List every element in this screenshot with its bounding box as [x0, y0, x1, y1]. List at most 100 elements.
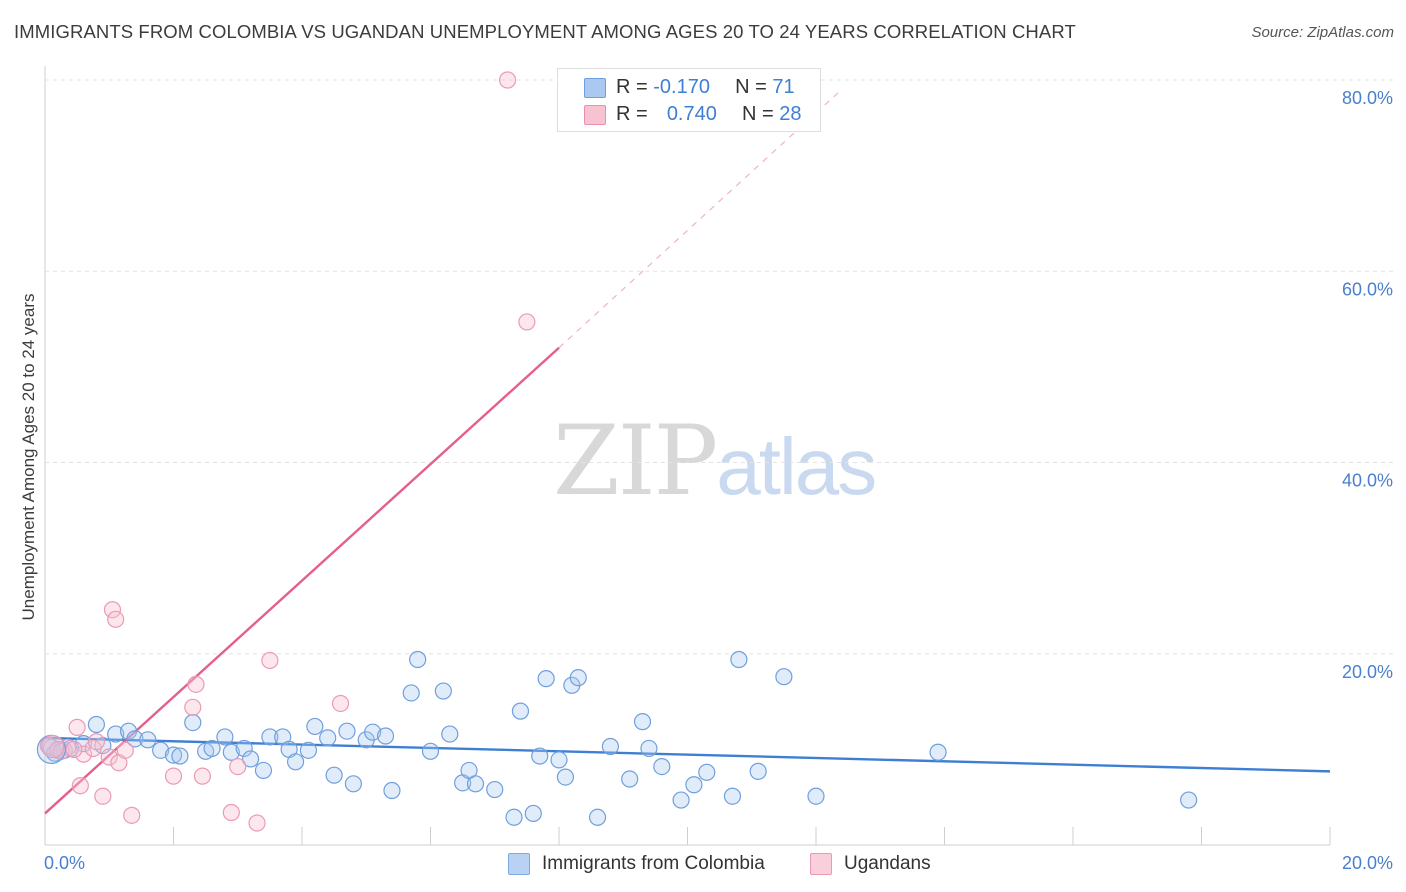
point-colombia	[222, 743, 240, 761]
bottom-legend-label-colombia: Immigrants from Colombia	[542, 853, 765, 874]
point-colombia	[633, 713, 652, 731]
point-ugandans	[187, 675, 205, 693]
point-ugandans	[74, 745, 93, 763]
x-tick-label: 20.0%	[1342, 853, 1393, 873]
point-colombia	[409, 650, 427, 669]
point-ugandans	[100, 748, 118, 766]
point-colombia	[421, 742, 440, 760]
bottom-legend-label-ugandans: Ugandans	[844, 853, 931, 874]
legend-r-value-ugandans: 0.740	[666, 102, 717, 125]
watermark: ZIPatlas	[553, 405, 877, 517]
tick-labels: 20.0% 40.0% 60.0% 80.0% 0.0% 20.0%	[44, 88, 1393, 873]
point-colombia	[640, 739, 658, 758]
point-colombia	[486, 780, 504, 799]
point-ugandans	[164, 767, 183, 785]
point-colombia	[325, 766, 343, 784]
point-ugandans	[123, 806, 141, 824]
source-credit: Source: ZipAtlas.com	[1251, 24, 1394, 41]
legend-n-value-ugandans: 28	[779, 102, 802, 125]
point-colombia	[286, 753, 305, 771]
point-colombia	[730, 650, 748, 669]
point-ugandans	[229, 757, 247, 776]
point-ugandans	[184, 698, 202, 716]
point-colombia	[550, 751, 568, 769]
point-colombia	[672, 791, 690, 809]
point-colombia	[306, 717, 324, 736]
bottom-legend-swatch-ugandans	[810, 853, 832, 875]
bottom-legend-swatch-colombia	[508, 853, 530, 875]
legend-n-label: N =	[735, 75, 767, 98]
point-colombia	[807, 787, 825, 805]
axes	[44, 66, 1331, 846]
point-colombia	[164, 746, 183, 764]
point-colombia	[171, 747, 189, 765]
data-points	[36, 71, 1198, 832]
chart-title: IMMIGRANTS FROM COLOMBIA VS UGANDAN UNEM…	[14, 21, 1076, 42]
point-colombia	[203, 739, 221, 758]
point-colombia	[434, 682, 452, 700]
point-colombia	[87, 715, 106, 734]
bottom-legend-colombia: Immigrants from Colombia	[508, 852, 765, 876]
point-ugandans	[261, 651, 279, 670]
trend-line-ugandans-extension	[558, 89, 843, 349]
point-colombia	[524, 804, 542, 823]
point-colombia	[723, 787, 742, 805]
legend-r-label: R =	[616, 75, 648, 98]
point-colombia	[556, 768, 575, 786]
point-ugandans	[71, 777, 89, 795]
point-colombia	[242, 750, 260, 768]
legend-r-label: R =	[616, 102, 648, 125]
y-tick-label: 80.0%	[1342, 88, 1393, 108]
point-ugandans	[87, 733, 106, 751]
y-tick-label: 60.0%	[1342, 279, 1393, 299]
legend-n-value-colombia: 71	[772, 75, 795, 98]
bottom-legend-ugandans: Ugandans	[810, 852, 931, 876]
trend-line-colombia	[44, 736, 1331, 773]
point-colombia	[261, 728, 279, 746]
point-colombia	[588, 808, 607, 826]
point-colombia	[338, 722, 356, 740]
point-ugandans	[331, 694, 350, 713]
gridlines	[45, 79, 1394, 655]
point-ugandans	[499, 71, 517, 89]
point-colombia	[319, 729, 337, 747]
point-colombia	[441, 725, 459, 743]
point-ugandans	[65, 740, 83, 758]
legend-swatch-ugandans	[584, 105, 606, 125]
point-colombia	[698, 763, 716, 781]
point-colombia	[775, 668, 793, 686]
point-colombia	[235, 739, 253, 758]
point-colombia	[466, 775, 485, 793]
y-tick-label: 40.0%	[1342, 471, 1393, 491]
trend-lines	[44, 89, 1331, 815]
point-colombia	[685, 776, 703, 794]
watermark-zip: ZIP	[553, 405, 718, 517]
point-colombia	[1180, 791, 1198, 809]
point-colombia	[929, 743, 947, 761]
point-ugandans	[103, 601, 122, 619]
point-colombia	[511, 702, 530, 720]
x-tick-label: 0.0%	[44, 853, 85, 873]
y-tick-label: 20.0%	[1342, 662, 1393, 682]
legend-r-value-colombia: -0.170	[653, 75, 710, 98]
point-colombia	[376, 727, 395, 745]
point-colombia	[531, 747, 549, 765]
point-ugandans	[222, 803, 240, 822]
trend-line-ugandans	[44, 346, 560, 815]
point-colombia	[254, 761, 273, 780]
point-ugandans-cluster	[41, 734, 65, 759]
point-colombia	[402, 684, 420, 702]
point-ugandans	[68, 718, 86, 736]
point-ugandans	[193, 767, 212, 785]
point-ugandans	[107, 610, 125, 628]
legend-swatch-colombia	[584, 78, 606, 98]
point-colombia	[653, 757, 671, 776]
point-ugandans	[248, 814, 266, 832]
point-colombia	[344, 775, 362, 793]
point-colombia	[383, 781, 401, 800]
point-colombia	[139, 731, 157, 749]
point-colombia	[505, 808, 523, 826]
point-colombia	[601, 737, 620, 756]
point-colombia	[537, 670, 555, 688]
